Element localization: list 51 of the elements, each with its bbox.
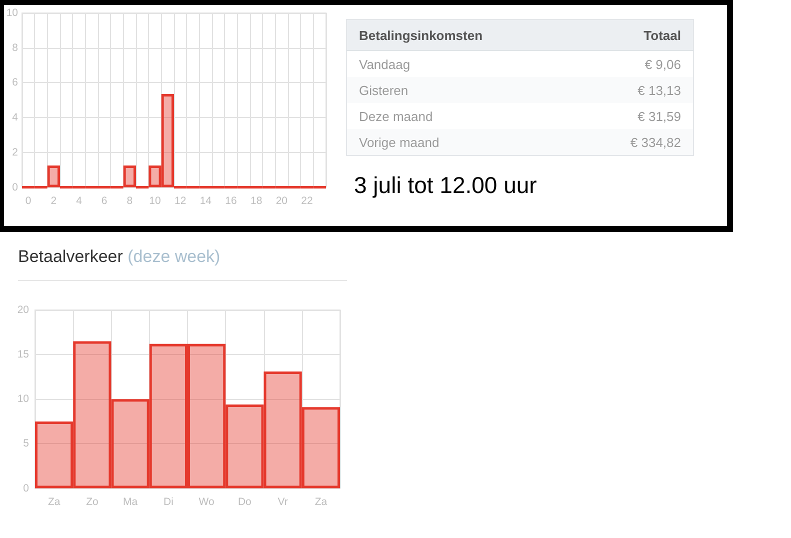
bar bbox=[149, 344, 188, 488]
y-tick-label: 2 bbox=[12, 146, 18, 158]
y-tick-label: 20 bbox=[17, 304, 30, 316]
bar bbox=[188, 344, 226, 488]
chart-title: Betaalverkeer bbox=[18, 247, 123, 266]
category-label: Vorige maand bbox=[346, 129, 577, 156]
text: Betalingsinkomsten bbox=[346, 20, 577, 50]
y-tick-label: 5 bbox=[23, 438, 30, 450]
bar bbox=[226, 404, 264, 488]
bar bbox=[111, 399, 150, 488]
category-label: Vandaag bbox=[358, 56, 412, 74]
y-tick-label: 8 bbox=[12, 42, 18, 54]
x-tick-label: 12 bbox=[174, 194, 186, 207]
text: € 9,06 bbox=[644, 56, 681, 72]
text: Totaal bbox=[576, 20, 694, 50]
x-tick-label: Za bbox=[48, 496, 60, 508]
x-tick-label: Ma bbox=[123, 496, 138, 508]
x-tick-label: Do bbox=[238, 496, 252, 508]
y-tick-label: 10 bbox=[6, 7, 18, 19]
x-tick-label: Wo bbox=[198, 496, 214, 508]
x-tick-label: 18 bbox=[250, 194, 262, 207]
text: € 31,59 bbox=[638, 108, 681, 124]
bar bbox=[264, 372, 302, 488]
x-tick-label: 14 bbox=[200, 194, 212, 207]
text: € 334,82 bbox=[630, 134, 681, 150]
category-label: Gisteren bbox=[346, 77, 577, 103]
text: 3 juli tot 12.00 uur bbox=[354, 172, 537, 199]
x-tick-label: 22 bbox=[301, 194, 313, 207]
y-tick-label: 0 bbox=[12, 181, 18, 194]
x-tick-label: 6 bbox=[101, 194, 108, 207]
x-tick-label: Di bbox=[163, 496, 174, 508]
text: € 13,13 bbox=[638, 82, 681, 98]
bar bbox=[35, 421, 74, 488]
bar bbox=[73, 341, 112, 488]
y-tick-label: 0 bbox=[23, 482, 30, 494]
x-tick-label: 8 bbox=[126, 194, 133, 207]
y-tick-label: 4 bbox=[12, 112, 18, 124]
x-tick-label: Vr bbox=[278, 496, 288, 508]
x-tick-label: 10 bbox=[149, 194, 161, 207]
bar bbox=[302, 407, 340, 488]
y-tick-label: 6 bbox=[12, 76, 18, 89]
x-tick-label: 16 bbox=[225, 194, 237, 207]
category-label: Deze maand bbox=[358, 108, 434, 126]
chart-subtitle: (deze week) bbox=[128, 247, 220, 266]
y-tick-label: 10 bbox=[17, 393, 30, 406]
x-tick-label: 20 bbox=[276, 194, 288, 207]
x-tick-label: 2 bbox=[50, 194, 57, 207]
y-tick-label: 15 bbox=[17, 348, 30, 361]
x-tick-label: Zo bbox=[86, 496, 98, 508]
x-tick-label: Za bbox=[314, 496, 328, 508]
x-tick-label: 4 bbox=[76, 194, 82, 207]
